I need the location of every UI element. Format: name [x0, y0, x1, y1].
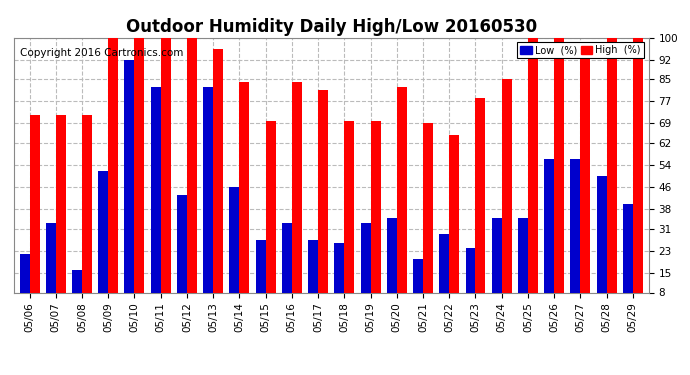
Bar — [466, 248, 475, 315]
Bar — [554, 38, 564, 315]
Bar — [256, 240, 266, 315]
Bar — [292, 82, 302, 315]
Bar — [387, 217, 397, 315]
Bar — [46, 223, 56, 315]
Bar — [623, 204, 633, 315]
Bar — [580, 49, 591, 315]
Bar — [318, 90, 328, 315]
Bar — [82, 115, 92, 315]
Bar — [413, 259, 423, 315]
Bar — [19, 254, 30, 315]
Bar — [72, 270, 82, 315]
Bar — [440, 234, 449, 315]
Bar — [597, 176, 607, 315]
Bar — [135, 38, 144, 315]
Bar — [161, 38, 170, 315]
Legend: Low  (%), High  (%): Low (%), High (%) — [517, 42, 644, 58]
Bar — [187, 38, 197, 315]
Bar — [449, 135, 460, 315]
Bar — [150, 87, 161, 315]
Bar — [308, 240, 318, 315]
Bar — [571, 159, 580, 315]
Bar — [177, 195, 187, 315]
Bar — [203, 87, 213, 315]
Bar — [475, 99, 486, 315]
Bar — [229, 187, 239, 315]
Bar — [108, 38, 118, 315]
Bar — [56, 115, 66, 315]
Bar — [98, 171, 108, 315]
Bar — [371, 121, 380, 315]
Bar — [30, 115, 39, 315]
Bar — [397, 87, 406, 315]
Bar — [528, 38, 538, 315]
Bar — [492, 217, 502, 315]
Bar — [213, 49, 223, 315]
Bar — [335, 243, 344, 315]
Bar — [502, 79, 512, 315]
Bar — [266, 121, 275, 315]
Bar — [361, 223, 371, 315]
Bar — [633, 38, 643, 315]
Bar — [282, 223, 292, 315]
Bar — [544, 159, 554, 315]
Text: Copyright 2016 Cartronics.com: Copyright 2016 Cartronics.com — [20, 48, 184, 58]
Bar — [344, 121, 354, 315]
Bar — [239, 82, 249, 315]
Title: Outdoor Humidity Daily High/Low 20160530: Outdoor Humidity Daily High/Low 20160530 — [126, 18, 537, 36]
Bar — [607, 38, 617, 315]
Bar — [423, 123, 433, 315]
Bar — [518, 217, 528, 315]
Bar — [124, 60, 135, 315]
